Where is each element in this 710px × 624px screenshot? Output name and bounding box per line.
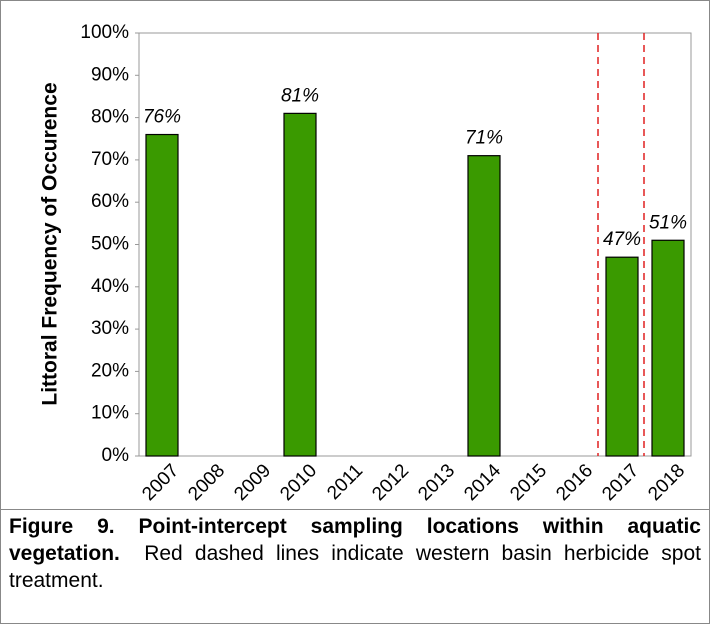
x-tick-label: 2009: [230, 460, 275, 505]
value-label: 71%: [465, 128, 503, 149]
x-tick-label: 2017: [598, 460, 643, 505]
x-tick-label: 2011: [323, 460, 367, 504]
y-tick-label: 40%: [91, 276, 129, 297]
chart: Littoral Frequency of Occurence 0% 10% 20%…: [39, 22, 692, 505]
x-tick-label: 2010: [276, 460, 321, 505]
x-tick-label: 2007: [138, 460, 183, 505]
x-tick-label: 2015: [506, 460, 551, 505]
value-label: 51%: [649, 212, 687, 233]
y-tick-label: 80%: [91, 107, 129, 128]
bar: [145, 133, 179, 457]
y-tick-label: 60%: [91, 191, 129, 212]
y-tick-label: 100%: [80, 22, 129, 43]
value-label: 81%: [281, 85, 319, 106]
bar: [605, 256, 639, 457]
y-tick-label: 30%: [91, 318, 129, 339]
value-label: 76%: [143, 107, 181, 128]
bar: [283, 112, 317, 457]
y-tick-label: 20%: [91, 360, 129, 381]
value-label: 47%: [603, 229, 641, 250]
bar: [651, 239, 685, 457]
y-tick-label: 70%: [91, 149, 129, 170]
y-axis-title: Littoral Frequency of Occurence: [39, 82, 62, 405]
x-tick-label: 2018: [644, 460, 689, 505]
x-tick-label: 2012: [368, 460, 413, 505]
y-tick-label: 50%: [91, 234, 129, 255]
caption-label: Figure 9. Point-intercept sampling locat…: [9, 515, 701, 565]
x-tick-label: 2016: [552, 460, 597, 505]
bar: [467, 155, 501, 457]
caption-text: Red dashed lines indicate western basin …: [9, 542, 702, 592]
x-tick-label: 2013: [414, 460, 459, 505]
caption: Figure 9. Point-intercept sampling locat…: [1, 509, 709, 623]
x-tick-label: 2008: [184, 460, 229, 505]
y-tick-label: 10%: [91, 403, 129, 424]
x-tick-label: 2014: [460, 460, 505, 505]
y-tick-label: 90%: [91, 64, 129, 85]
y-tick-label: 0%: [102, 445, 130, 466]
